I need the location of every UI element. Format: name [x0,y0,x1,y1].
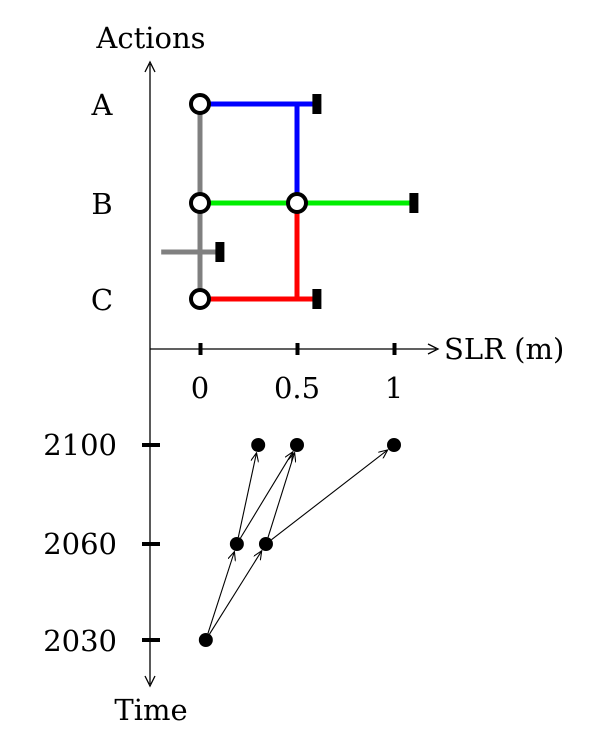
time-tick-mark [142,443,160,447]
time-tick-label-2100: 2100 [43,428,117,462]
actions-axis-label: Actions [95,21,205,55]
tipping-point-marker [312,94,322,114]
time-point [229,537,244,551]
tipping-point-marker [312,289,322,309]
transition-arrow [207,552,234,634]
transfer-node [286,192,308,214]
slr-tick-mark [295,343,300,355]
transition-arrow [271,450,387,541]
slr-tick-mark [392,343,397,355]
action-label-a: A [91,88,114,122]
time-point [258,537,273,551]
transfer-node [189,288,211,310]
transfer-node-layer [189,93,308,310]
transition-layer [207,450,388,635]
time-tick-mark [142,542,160,546]
time-axis-label: Time [114,693,187,727]
action-label-c: C [91,283,113,317]
transfer-node [189,192,211,214]
tipping-point-layer [215,94,419,309]
action-label-b: B [91,187,112,221]
tipping-point-marker [215,242,225,262]
time-ticks [142,443,160,642]
time-point [251,438,266,452]
time-tick-mark [142,638,160,642]
slr-tick-label-1: 1 [385,371,403,405]
time-point-layer [198,438,401,647]
slr-tick-mark [198,343,203,355]
time-tick-label-2060: 2060 [43,527,117,561]
time-point [387,438,401,452]
slr-tick-label-0: 0 [191,371,209,405]
transition-arrow [267,453,295,538]
time-tick-label-2030: 2030 [43,624,117,658]
transfer-node [189,93,211,115]
time-point [290,438,304,452]
transition-arrow [240,452,292,539]
slr-ticks [198,343,397,355]
slr-axis-arrow [427,343,440,355]
transition-arrow [209,551,262,635]
transition-arrow [237,453,256,538]
time-point [198,633,213,647]
time-axis-arrow [144,675,156,688]
tipping-point-marker [409,193,419,213]
slr-tick-label-0-5: 0.5 [274,371,320,405]
slr-axis-label: SLR (m) [444,332,564,366]
actions-axis-arrow [144,60,156,73]
